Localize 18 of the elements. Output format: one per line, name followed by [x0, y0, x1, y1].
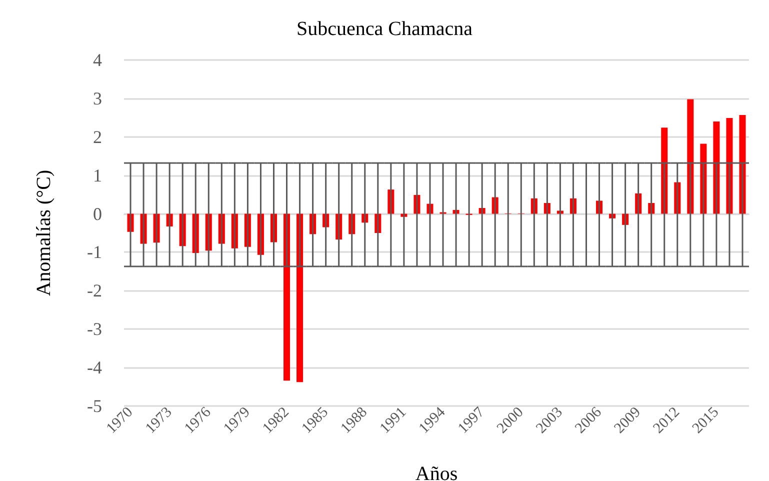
y-tick-label: 2 — [93, 126, 102, 147]
y-tick-label: 1 — [93, 165, 102, 186]
x-tick-label: 1979 — [220, 404, 254, 437]
y-tick-label: -5 — [87, 396, 102, 416]
y-tick-label: 0 — [93, 204, 102, 224]
y-tick-label: -1 — [87, 242, 102, 262]
x-tick-label: 1991 — [377, 404, 410, 437]
x-tick-label: 1970 — [104, 404, 136, 437]
x-tick-label: 1982 — [260, 404, 292, 437]
y-tick-label: -3 — [87, 319, 102, 340]
chart-title: Subcuenca Chamacna — [296, 18, 473, 40]
x-tick-label: 1973 — [142, 404, 176, 437]
y-tick-label: -2 — [87, 280, 102, 301]
y-axis-title: Anomalías (°C) — [33, 170, 55, 296]
y-tick-label: -4 — [87, 358, 102, 378]
y-tick-label: 4 — [93, 50, 102, 70]
x-axis-title: Años — [415, 463, 458, 481]
y-tick-label: 3 — [93, 88, 102, 108]
